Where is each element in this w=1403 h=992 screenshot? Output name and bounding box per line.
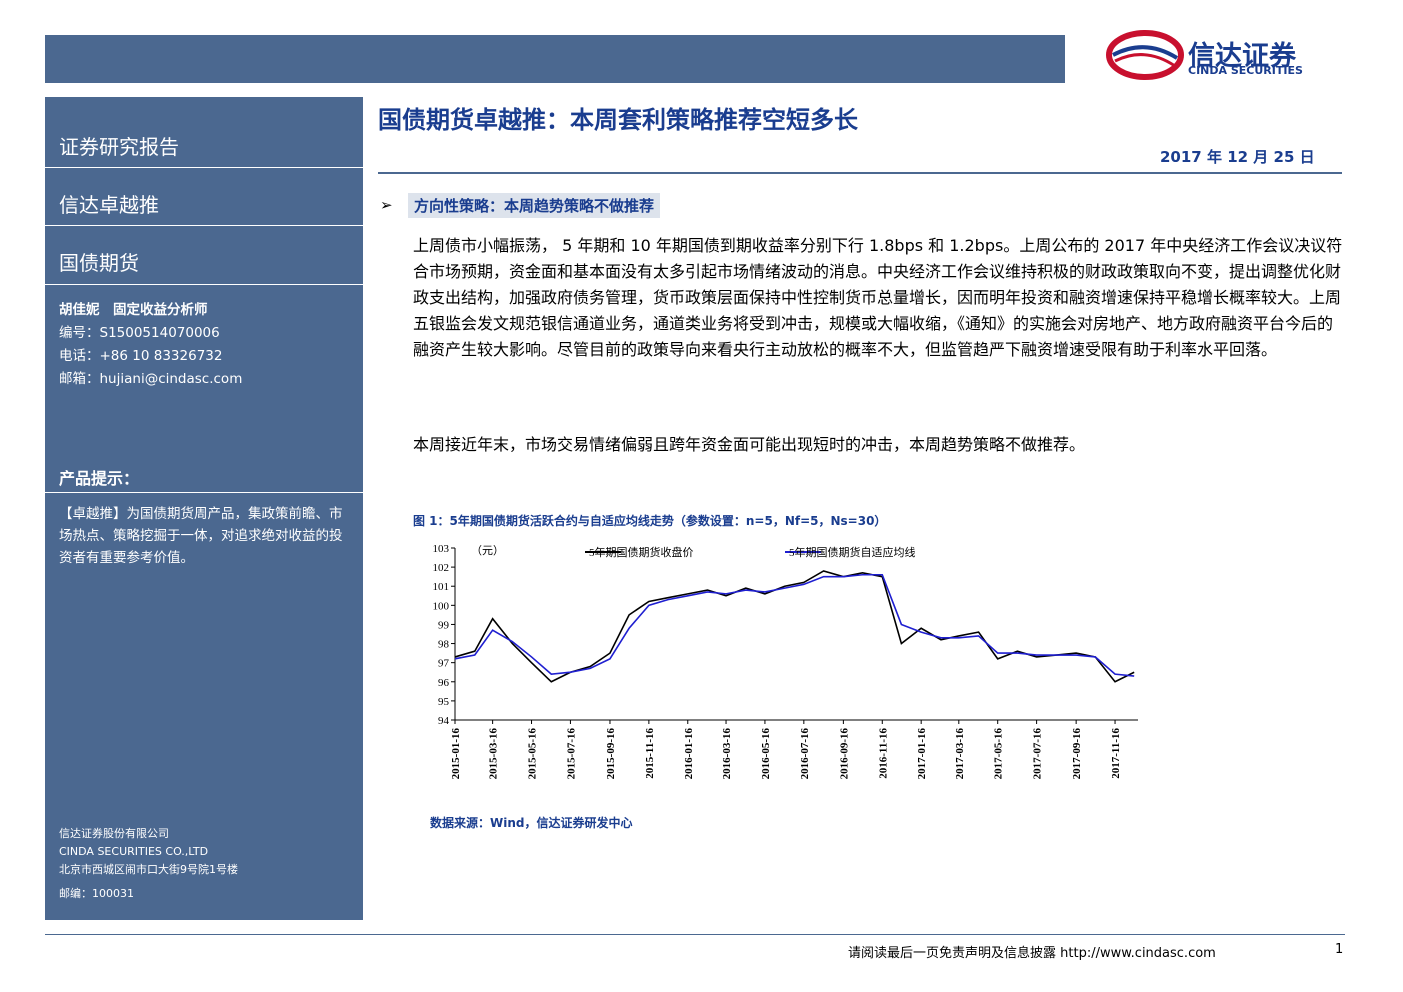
logo-en: CINDA SECURITIES xyxy=(1188,64,1303,77)
report-type: 证券研究报告 xyxy=(59,135,179,159)
logo-cn: 信达证券 xyxy=(1188,41,1296,72)
report-title: 国债期货卓越推：本周套利策略推荐空短多长 xyxy=(378,106,858,134)
y-tick-label: 101 xyxy=(433,581,450,593)
x-tick-label: 2015-05-16 xyxy=(527,728,539,780)
x-tick-label: 2017-01-16 xyxy=(916,728,928,780)
series-line xyxy=(454,573,1135,677)
legend-label: 5年期国债期货收盘价 xyxy=(589,545,694,559)
x-tick-label: 2016-07-16 xyxy=(799,728,811,780)
tip-text: 【卓越推】为国债期货周产品，集政策前瞻、市场热点、策略挖掘于一体，对追求绝对收益… xyxy=(59,506,343,566)
x-tick-label: 2016-09-16 xyxy=(838,728,850,780)
phone: 电话：+86 10 83326732 xyxy=(59,348,223,364)
x-tick-label: 2017-05-16 xyxy=(993,728,1005,780)
email: 邮箱：hujiani@cindasc.com xyxy=(59,371,243,387)
y-tick-label: 103 xyxy=(433,543,450,555)
analyst-id: 编号：S1500514070006 xyxy=(59,325,220,341)
tip-title: 产品提示： xyxy=(59,469,140,488)
title-rule xyxy=(378,172,1342,174)
chart-title: 图 1：5年期国债期货活跃合约与自适应均线走势（参数设置：n=5，Nf=5，Ns… xyxy=(413,514,887,528)
x-tick-label: 2017-07-16 xyxy=(1032,728,1044,780)
paragraph: 本周接近年末，市场交易情绪偏弱且跨年资金面可能出现短时的冲击，本周趋势策略不做推… xyxy=(413,435,1086,454)
x-tick-label: 2016-03-16 xyxy=(721,728,733,780)
x-tick-label: 2016-11-16 xyxy=(877,728,889,779)
company-cn: 信达证券股份有限公司 xyxy=(59,827,169,840)
x-tick-label: 2015-03-16 xyxy=(488,728,500,780)
footer-rule xyxy=(45,934,1345,935)
y-tick-label: 102 xyxy=(433,562,450,574)
section-title: 方向性策略：本周趋势策略不做推荐 xyxy=(408,193,661,218)
x-tick-label: 2016-05-16 xyxy=(760,728,772,780)
x-tick-label: 2015-09-16 xyxy=(605,728,617,780)
y-tick-label: 95 xyxy=(438,696,450,708)
chart: 94 95 96 97 98 99 100 101 102 103 2015-01-16 2015-0… xyxy=(433,543,1138,780)
page-number: 1 xyxy=(1335,942,1344,957)
top-bar xyxy=(45,35,1065,83)
source: 数据来源：Wind，信达证券研发中心 xyxy=(430,816,633,830)
y-tick-label: 97 xyxy=(438,658,450,670)
company-info: 信达证券股份有限公司 CINDA SECURITIES CO.,LTD 北京市西… xyxy=(59,825,238,903)
y-tick-label: 100 xyxy=(433,600,450,612)
x-tick-label: 2016-01-16 xyxy=(683,728,695,780)
postcode: 邮编：100031 xyxy=(59,887,134,900)
x-tick-label: 2015-07-16 xyxy=(565,728,577,780)
series-line xyxy=(454,570,1135,683)
category: 国债期货 xyxy=(59,251,139,275)
company-en: CINDA SECURITIES CO.,LTD xyxy=(59,845,209,858)
x-tick-label: 2017-09-16 xyxy=(1071,728,1083,780)
y-tick-label: 99 xyxy=(438,619,450,631)
address: 北京市西城区闹市口大街9号院1号楼 xyxy=(59,863,238,876)
analyst: 胡佳妮 固定收益分析师 xyxy=(59,302,208,318)
x-tick-label: 2017-11-16 xyxy=(1110,728,1122,779)
product: 信达卓越推 xyxy=(59,193,159,217)
x-tick-label: 2015-11-16 xyxy=(644,728,656,779)
x-tick-label: 2017-03-16 xyxy=(954,728,966,780)
y-tick-label: 96 xyxy=(438,677,450,689)
sidebar: 证券研究报告 信达卓越推 国债期货 胡佳妮 固定收益分析师 编号：S150051… xyxy=(45,97,363,920)
x-tick-label: 2015-01-16 xyxy=(450,728,462,780)
bullet: ➢ xyxy=(380,196,393,214)
y-tick-label: 94 xyxy=(438,715,450,727)
report-date: 2017 年 12 月 25 日 xyxy=(1160,148,1315,166)
paragraph: 上周债市小幅振荡， 5 年期和 10 年期国债到期收益率分别下行 1.8bps … xyxy=(413,236,1343,359)
disclaimer: 请阅读最后一页免责声明及信息披露 http://www.cindasc.com xyxy=(848,946,1216,961)
y-tick-label: 98 xyxy=(438,639,450,651)
legend-label: 5年期国债期货自适应均线 xyxy=(789,545,916,559)
logo-mark xyxy=(1106,30,1184,80)
y-axis-label: （元） xyxy=(471,544,504,557)
